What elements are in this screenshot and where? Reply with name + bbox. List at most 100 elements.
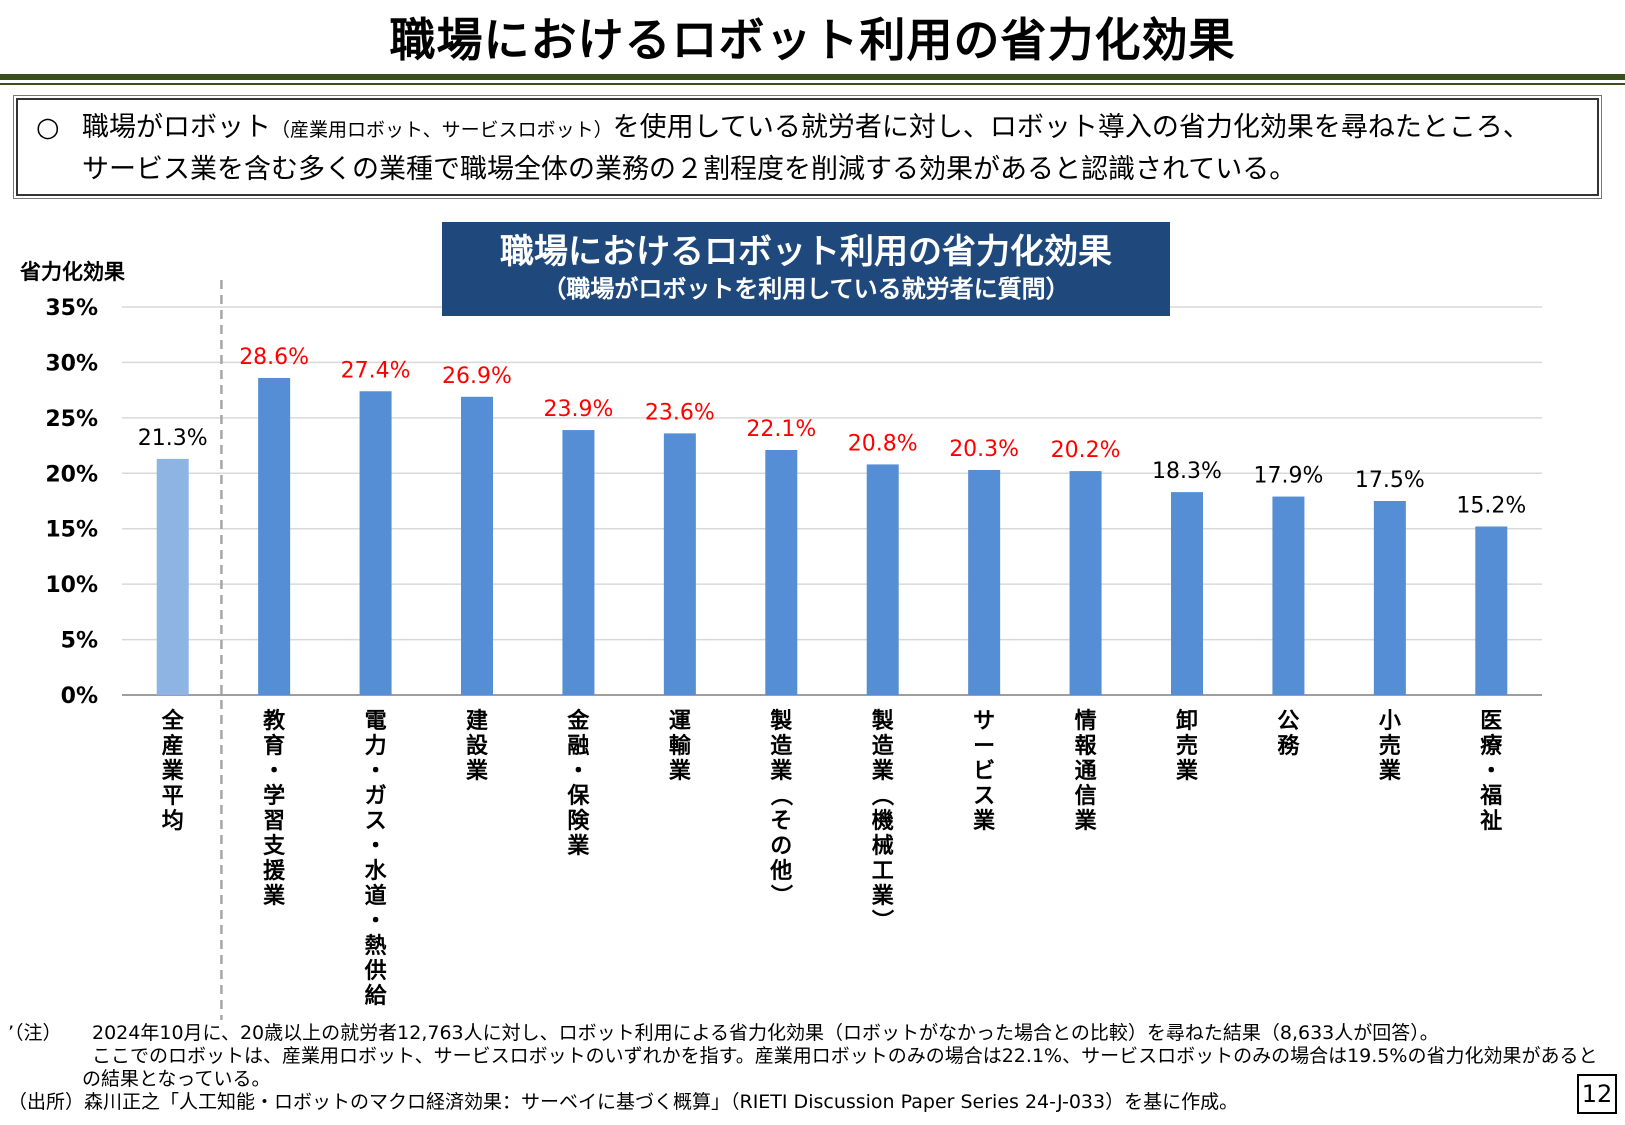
note-1-text: 2024年10月に、20歳以上の就労者12,763人に対し、ロボット利用による省… (92, 1022, 1439, 1044)
x-tick-label-char: 支 (263, 834, 286, 859)
x-tick-label-char: 業 (872, 884, 895, 909)
y-tick-label: 30% (45, 351, 98, 376)
x-tick-label-char: ） (869, 909, 894, 931)
x-tick-label-char: 業 (1176, 759, 1199, 784)
x-tick-label-char: 造 (872, 734, 894, 759)
summary-line-2: サービス業を含む多くの業種で職場全体の業務の２割程度を削減する効果があると認識さ… (82, 154, 1297, 185)
x-tick-label-char: 育 (263, 733, 285, 759)
footnotes: ’（注） 2024年10月に、20歳以上の就労者12,763人に対し、ロボット利用… (8, 1022, 1597, 1114)
data-label: 17.9% (1253, 464, 1323, 489)
x-tick-label-char: （ (869, 784, 894, 806)
x-tick-label-char: 電 (365, 709, 387, 734)
y-tick-label: 25% (45, 407, 98, 432)
x-tick-label-char: 金 (566, 708, 590, 734)
data-label: 26.9% (442, 364, 512, 389)
data-label: 23.6% (645, 400, 715, 425)
x-tick-label-char: 学 (263, 783, 285, 809)
x-tick-label-char: ス (973, 784, 995, 809)
x-tick-label-char: 均 (162, 808, 184, 834)
x-tick-label-char: ・ (365, 759, 387, 784)
x-tick-label-char: 工 (872, 859, 894, 884)
y-tick-label: 15% (45, 518, 98, 543)
x-tick-label-char: 輸 (669, 733, 692, 759)
x-tick-label-char: ・ (365, 909, 387, 934)
bar (1272, 496, 1305, 695)
x-tick-label-char: 業 (973, 809, 996, 834)
x-tick-label-char: （ (767, 784, 792, 806)
summary-line-1: ○ 職場がロボット（産業用ロボット、サービスロボット）を使用している就労者に対し、… (36, 108, 1579, 150)
x-tick-label-char: 融 (567, 734, 589, 759)
x-tick-label-char: 信 (1075, 783, 1097, 809)
x-tick-label-char: 援 (263, 859, 286, 884)
bullet-circle-icon: ○ (36, 112, 60, 143)
x-tick-label-char: 給 (365, 983, 388, 1009)
x-tick-label-char: 習 (263, 809, 285, 834)
x-tick-label-char: ・ (567, 759, 589, 784)
y-axis-title: 省力化効果 (20, 260, 125, 284)
x-tick-label-char: 建 (466, 709, 488, 734)
x-tick-label-char: 他 (769, 859, 792, 884)
x-tick-label-char: 業 (162, 759, 185, 784)
data-label: 21.3% (138, 426, 208, 451)
x-tick-label-char: 力 (365, 734, 387, 759)
x-tick-label-char: そ (770, 809, 792, 834)
chart-subtitle: （職場がロボットを利用している就労者に質問） (542, 275, 1070, 303)
data-label: 28.6% (239, 345, 309, 370)
bar (562, 430, 595, 695)
x-tick-label-char: 業 (669, 759, 692, 784)
x-tick-label-char: 平 (162, 784, 184, 809)
source-note: （出所）森川正之「人工知能・ロボットのマクロ経済効果：サーベイに基づく概算」（R… (8, 1091, 1239, 1113)
x-tick-label-char: 業 (466, 759, 489, 784)
x-tick-label-char: 業 (770, 759, 793, 784)
x-tick-label-char: 業 (263, 884, 286, 909)
x-tick-label-char: 務 (1277, 733, 1300, 759)
x-tick-label-char: 保 (566, 784, 590, 809)
bar (258, 377, 291, 695)
bar (1373, 501, 1406, 695)
y-tick-label: 35% (45, 296, 98, 321)
x-tick-label-char: 公 (1277, 709, 1299, 734)
x-tick-label-char: 小 (1379, 709, 1401, 734)
x-tick-label-char: 製 (769, 708, 792, 734)
x-tick-label-char: 設 (466, 733, 489, 759)
title-underline-thin (0, 83, 1625, 85)
summary-box: ○ 職場がロボット（産業用ロボット、サービスロボット）を使用している就労者に対し、… (16, 98, 1599, 196)
x-tick-label-char: ス (365, 809, 387, 834)
x-tick-label-char: ビ (973, 759, 995, 784)
bar (663, 433, 696, 695)
bar (1171, 492, 1203, 695)
x-tick-label-char: 情 (1075, 708, 1097, 734)
data-label: 17.5% (1355, 468, 1425, 493)
note-1-line-3: の結果となっている。 (82, 1068, 271, 1090)
x-tick-label-char: 業 (1075, 809, 1098, 834)
bar (156, 458, 189, 695)
x-tick-label-char: 報 (1075, 733, 1098, 759)
x-tick-label-char: 業 (567, 834, 590, 859)
x-tick-label-char: 全 (161, 708, 185, 734)
summary-text-small: （産業用ロボット、サービスロボット） (271, 119, 613, 141)
chart-title-box: 職場におけるロボット利用の省力化効果 （職場がロボットを利用している就労者に質問… (442, 222, 1170, 316)
x-tick-label-char: 医 (1480, 709, 1502, 734)
summary-text-a: 職場がロボット (82, 112, 271, 143)
bar-chart: 0%5%10%15%20%25%30%35%21.3%全産業平均28.6%教育・… (45, 280, 1542, 1020)
bar (359, 391, 392, 695)
x-tick-label-char: ・ (365, 834, 387, 859)
note-1-line-2: ここでのロボットは、産業用ロボット、サービスロボットのいずれかを指す。産業用ロボ… (92, 1045, 1598, 1067)
bar (1069, 471, 1102, 695)
x-tick-label-char: ） (767, 884, 792, 906)
y-tick-label: 0% (61, 684, 98, 709)
x-tick-label-char: 熱 (365, 933, 387, 959)
x-tick-label-char: ・ (263, 759, 285, 784)
data-label: 20.2% (1051, 438, 1121, 463)
x-tick-label-char: 険 (567, 809, 590, 834)
y-tick-label: 20% (45, 462, 98, 487)
bar (461, 396, 493, 695)
bar (866, 464, 899, 695)
x-tick-label-char: 療 (1480, 733, 1502, 759)
x-tick-label-char: 造 (770, 734, 792, 759)
x-tick-label-char: ー (973, 734, 995, 759)
x-tick-label-char: の (770, 834, 792, 859)
x-tick-label-char: サ (973, 709, 995, 734)
x-tick-label-char: 産 (162, 733, 184, 759)
page-number: 12 (1577, 1074, 1617, 1114)
